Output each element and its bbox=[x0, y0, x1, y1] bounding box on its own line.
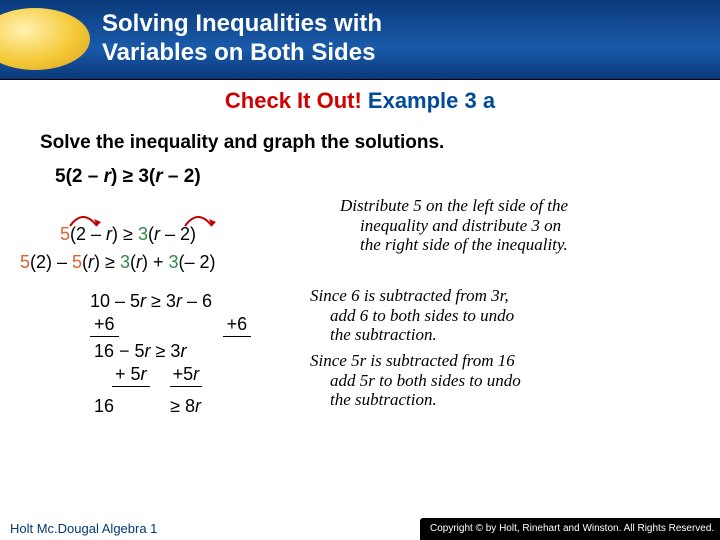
copyright-pre: Copyright © bbox=[430, 523, 483, 534]
step-distribute-1: 5(2 – r) ≥ 3(r – 2) bbox=[60, 224, 196, 245]
step-simplify-1: 10 – 5r ≥ 3r – 6 bbox=[90, 291, 212, 312]
explanation-2: Since 6 is subtracted from 3r, add 6 to … bbox=[310, 286, 700, 345]
title-line-2: Variables on Both Sides bbox=[102, 39, 375, 66]
header-bar: Solving Inequalities with Variables on B… bbox=[0, 0, 720, 80]
step-add6: +6 +6 bbox=[90, 314, 251, 335]
explanation-3: Since 5r is subtracted from 16 add 5r to… bbox=[310, 351, 700, 410]
work-area: 5(2 – r) ≥ 3(r – 2) 5(2) – 5(r) ≥ 3(r) +… bbox=[0, 196, 720, 496]
footer-text: Holt Mc.Dougal Algebra 1 bbox=[10, 521, 157, 536]
header-oval-icon bbox=[0, 8, 90, 70]
copyright-bar: Copyright © by Holt, Rinehart and Winsto… bbox=[420, 518, 720, 540]
subtitle-blue: Example 3 a bbox=[362, 88, 495, 113]
step-add5r: + 5r +5r bbox=[112, 364, 202, 385]
subtitle: Check It Out! Example 3 a bbox=[0, 88, 720, 114]
step-final: 16 ≥ 8r bbox=[94, 396, 201, 417]
step-distribute-2: 5(2) – 5(r) ≥ 3(r) + 3(– 2) bbox=[20, 252, 216, 273]
copyright-text: by Holt, Rinehart and Winston. All Right… bbox=[486, 523, 714, 534]
explanation-1: Distribute 5 on the left side of the ine… bbox=[340, 196, 710, 255]
problem-statement: 5(2 – r) ≥ 3(r – 2) bbox=[55, 166, 720, 188]
subtitle-red: Check It Out! bbox=[225, 88, 362, 113]
prompt-text: Solve the inequality and graph the solut… bbox=[40, 132, 720, 154]
header-title: Solving Inequalities with Variables on B… bbox=[102, 10, 382, 68]
step-result-1: 16 − 5r ≥ 3r bbox=[94, 341, 186, 362]
title-line-1: Solving Inequalities with bbox=[102, 10, 382, 37]
